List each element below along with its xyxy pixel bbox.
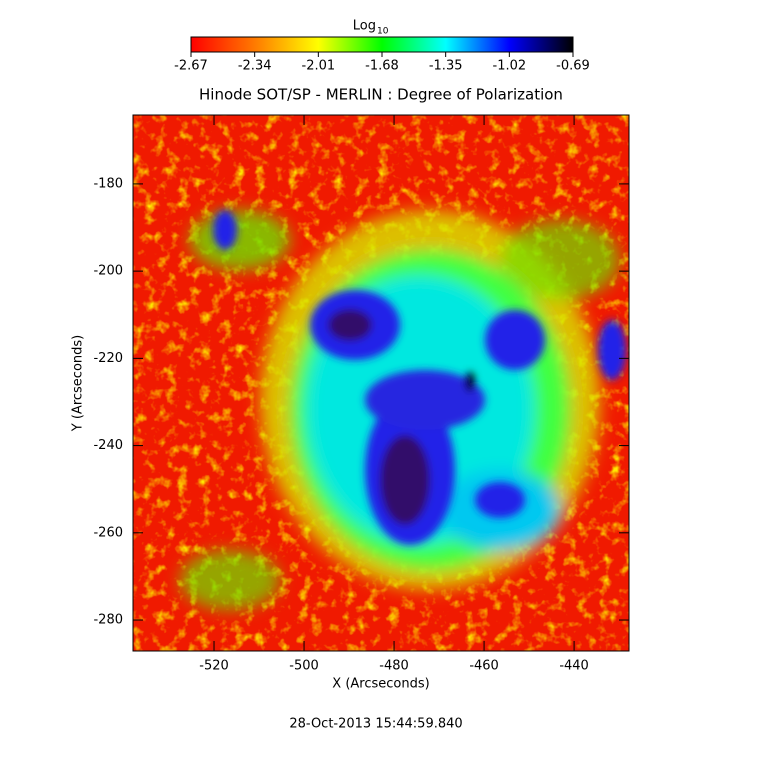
colorbar-tick-label: -2.67 — [174, 59, 208, 74]
colorbar-tick-label: -0.69 — [556, 59, 590, 74]
x-axis-label: X (Arcseconds) — [332, 677, 429, 692]
y-tick-label: -240 — [93, 438, 123, 453]
chart-title: Hinode SOT/SP - MERLIN : Degree of Polar… — [199, 86, 563, 104]
x-tick-label: -480 — [379, 659, 409, 674]
colorbar-label: Log — [353, 19, 376, 34]
colorbar-tick-label: -1.35 — [429, 59, 463, 74]
colorbar — [190, 36, 574, 53]
colorbar-tick-label: -1.02 — [493, 59, 527, 74]
polarization-image — [133, 115, 629, 651]
y-axis-label: Y (Arcseconds) — [71, 335, 86, 432]
colorbar-tick-label: -2.01 — [302, 59, 336, 74]
y-tick-label: -220 — [93, 351, 123, 366]
timestamp: 28-Oct-2013 15:44:59.840 — [289, 717, 462, 732]
colorbar-label-sub: 10 — [377, 27, 389, 37]
x-tick-label: -520 — [199, 659, 229, 674]
y-tick-label: -260 — [93, 525, 123, 540]
y-tick-label: -280 — [93, 613, 123, 628]
y-tick-label: -180 — [93, 176, 123, 191]
colorbar-tick-label: -2.34 — [238, 59, 272, 74]
y-tick-label: -200 — [93, 264, 123, 279]
plot-frame — [132, 114, 630, 652]
x-tick-label: -460 — [469, 659, 499, 674]
x-tick-label: -500 — [289, 659, 319, 674]
colorbar-tick-label: -1.68 — [365, 59, 399, 74]
x-tick-label: -440 — [559, 659, 589, 674]
